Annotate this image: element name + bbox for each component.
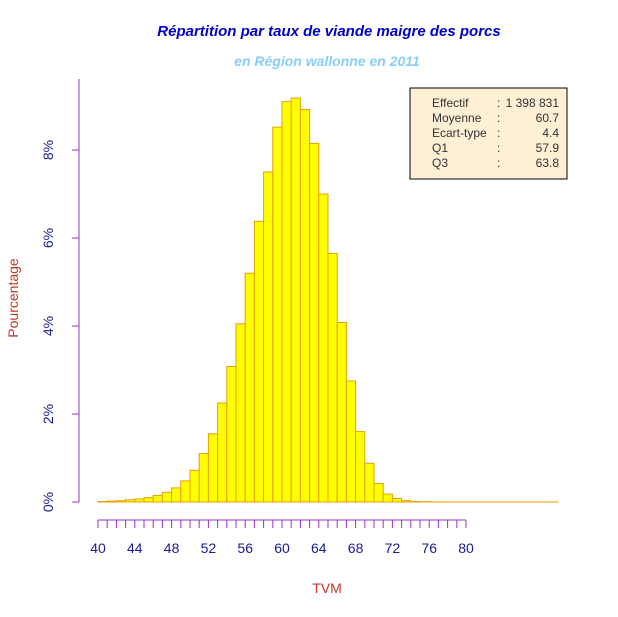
histogram-bar xyxy=(401,500,412,503)
stats-label: Effectif xyxy=(432,96,469,110)
histogram-bar xyxy=(143,497,154,503)
histogram-bar xyxy=(161,491,173,503)
histogram-bar xyxy=(115,500,127,503)
histogram-bar xyxy=(355,431,366,503)
histogram-bar xyxy=(180,480,191,503)
histogram-bar xyxy=(198,453,209,503)
stats-label: Q1 xyxy=(432,141,448,155)
x-axis-label: TVM xyxy=(312,580,342,596)
x-tick-label: 72 xyxy=(385,540,401,556)
x-tick-label: 68 xyxy=(348,540,364,556)
histogram-bar xyxy=(309,142,320,503)
histogram-bar xyxy=(272,126,283,503)
stats-separator: : xyxy=(497,126,500,140)
stats-value: 1 398 831 xyxy=(506,96,560,110)
stats-value: 57.9 xyxy=(536,141,560,155)
histogram-bar xyxy=(299,109,311,503)
histogram-bar xyxy=(382,493,393,503)
histogram-bar xyxy=(244,272,255,503)
x-tick-label: 64 xyxy=(311,540,327,556)
y-tick-label: 2% xyxy=(40,404,56,424)
histogram-bar xyxy=(373,483,384,503)
stats-value: 63.8 xyxy=(536,156,560,170)
stats-box: Effectif:1 398 831Moyenne:60.7Ecart-type… xyxy=(409,87,568,180)
x-tick-label: 80 xyxy=(458,540,474,556)
stats-separator: : xyxy=(497,156,500,170)
histogram-bar xyxy=(327,252,338,503)
x-tick-label: 76 xyxy=(421,540,437,556)
x-tick-label: 48 xyxy=(164,540,180,556)
histogram-bar xyxy=(345,380,357,503)
histogram-bar xyxy=(290,97,301,503)
stats-separator: : xyxy=(497,141,500,155)
histogram-bar xyxy=(189,469,200,503)
histogram-bar xyxy=(152,494,163,503)
histogram-bar xyxy=(207,433,219,503)
y-axis-label: Pourcentage xyxy=(5,258,21,338)
histogram-bar xyxy=(318,193,329,503)
histogram-bar xyxy=(134,498,145,503)
stats-box-frame xyxy=(409,87,568,180)
histogram-bar xyxy=(235,323,246,503)
x-axis-ticks: 40 44 48 52 56 60 64 68 72 76 80 xyxy=(90,520,474,556)
stats-value: 60.7 xyxy=(536,111,560,125)
histogram-bar xyxy=(226,365,237,503)
histogram-bar xyxy=(391,497,403,503)
stats-separator: : xyxy=(497,96,500,110)
y-tick-label: 0% xyxy=(40,492,56,512)
histogram-bar xyxy=(217,402,228,503)
stats-value: 4.4 xyxy=(542,126,559,140)
histogram-bar xyxy=(364,462,375,503)
chart-title: Répartition par taux de viande maigre de… xyxy=(157,23,500,40)
stats-label: Q3 xyxy=(432,156,448,170)
histogram-bar xyxy=(125,499,136,503)
x-tick-label: 40 xyxy=(90,540,106,556)
x-tick-label: 52 xyxy=(201,540,217,556)
x-tick-label: 60 xyxy=(274,540,290,556)
histogram-bar xyxy=(263,171,274,503)
stats-separator: : xyxy=(497,111,500,125)
stats-label: Ecart-type xyxy=(432,126,487,140)
y-tick-label: 6% xyxy=(40,228,56,248)
bar-series xyxy=(97,97,559,503)
y-axis-ticks: 0% 2% 4% 6% 8% xyxy=(40,140,79,512)
stats-rows: Effectif:1 398 831Moyenne:60.7Ecart-type… xyxy=(432,96,559,170)
histogram-bar xyxy=(336,321,347,503)
y-tick-label: 8% xyxy=(40,140,56,160)
histogram-bar xyxy=(171,487,182,503)
histogram-bar xyxy=(281,101,292,503)
x-tick-label: 44 xyxy=(127,540,143,556)
x-tick-label: 56 xyxy=(237,540,253,556)
chart-subtitle: en Région wallonne en 2011 xyxy=(234,53,420,69)
histogram-bar xyxy=(253,220,265,503)
y-tick-label: 4% xyxy=(40,316,56,336)
histogram-bar xyxy=(106,500,117,503)
stats-label: Moyenne xyxy=(432,111,482,125)
